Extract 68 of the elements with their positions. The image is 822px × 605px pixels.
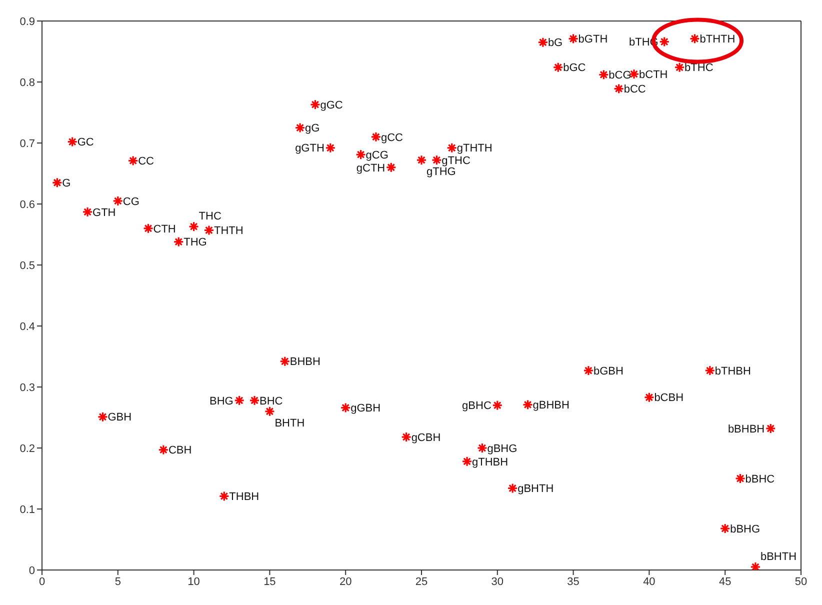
annotation: gTHBH: [472, 456, 508, 468]
y-tick-label: 0.5: [20, 260, 35, 272]
annotation: gGBH: [350, 402, 381, 415]
y-tick-label: 0.3: [20, 382, 35, 394]
x-tick-label: 35: [567, 576, 580, 588]
x-tick-label: 0: [38, 576, 46, 588]
y-tick-label: 0: [28, 564, 35, 577]
annotation: THBH: [229, 491, 260, 504]
annotation: CTH: [153, 223, 176, 236]
annotation: BHBH: [290, 356, 320, 368]
annotation: bGTH: [578, 34, 608, 46]
annotation: bCG: [608, 70, 632, 82]
annotation: CBH: [168, 444, 192, 457]
annotation: gCG: [366, 149, 388, 162]
annotation: bGC: [563, 62, 586, 74]
annotation: bBHC: [745, 473, 775, 486]
annotation: bBHTH: [760, 550, 797, 563]
y-tick-label: 0.6: [20, 198, 35, 211]
annotation: gCTH: [356, 162, 386, 174]
x-tick-label: 50: [794, 576, 808, 588]
annotation: GBH: [108, 412, 132, 424]
annotation: gCBH: [411, 432, 441, 444]
annotation: BHG: [209, 395, 234, 408]
x-tick-label: 45: [718, 576, 732, 588]
annotation: bGBH: [593, 365, 624, 378]
annotation: G: [62, 178, 71, 190]
x-tick-label: 10: [188, 576, 200, 588]
annotation: bTHC: [684, 62, 714, 74]
annotation: THTH: [214, 225, 244, 238]
annotation: gG: [305, 122, 320, 135]
annotation: THC: [198, 210, 222, 222]
annotation: bCC: [624, 84, 646, 96]
annotation: GC: [77, 136, 94, 149]
annotation: gCC: [380, 132, 404, 144]
annotation: gBHTH: [518, 483, 554, 496]
x-tick-label: 20: [339, 576, 352, 588]
y-tick-label: 0.8: [20, 76, 35, 89]
annotation: bTHTH: [700, 34, 736, 46]
y-tick-label: 0.9: [20, 16, 35, 28]
annotation: gTHTH: [456, 142, 492, 155]
annotation: GTH: [92, 206, 116, 219]
annotation: gBHG: [487, 442, 518, 455]
annotation: CC: [138, 156, 154, 168]
annotation: bCBH: [654, 392, 684, 404]
annotation: CG: [122, 196, 140, 208]
y-tick-label: 0.1: [20, 504, 35, 516]
x-tick-label: 25: [415, 576, 428, 588]
annotation: BHTH: [274, 417, 305, 430]
y-tick-label: 0.7: [20, 138, 35, 150]
annotation: gBHC: [462, 400, 492, 412]
annotation: bBHG: [730, 523, 760, 536]
annotation: bBHBH: [728, 423, 765, 436]
annotation: THG: [184, 236, 207, 249]
annotation: bCTH: [639, 68, 668, 81]
x-tick-label: 5: [114, 576, 121, 588]
annotation: gBHBH: [532, 400, 570, 412]
annotation: gTHG: [426, 166, 456, 178]
annotation: bTHBH: [714, 365, 752, 378]
x-tick-label: 40: [643, 576, 656, 588]
y-tick-label: 0.4: [20, 320, 35, 333]
y-tick-label: 0.2: [20, 442, 35, 455]
annotation: gGC: [320, 99, 343, 112]
annotation: BHC: [260, 395, 283, 408]
x-tick-label: 15: [264, 576, 276, 588]
annotation: gGTH: [295, 142, 324, 155]
annotation: bG: [548, 37, 563, 50]
annotation: gTHC: [442, 154, 470, 167]
x-tick-label: 30: [491, 576, 504, 588]
